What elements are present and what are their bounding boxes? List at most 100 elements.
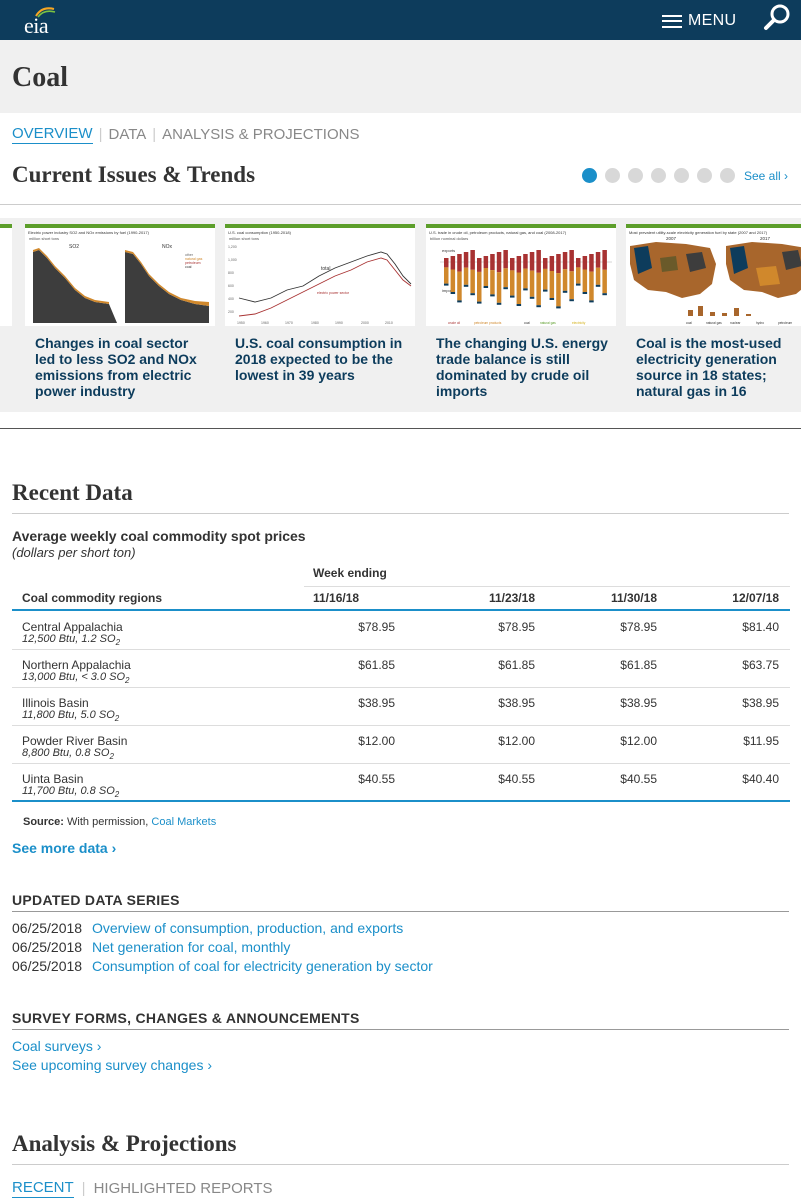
svg-text:electric power sector: electric power sector <box>317 291 350 295</box>
card-thumbnail: U.S. trade in crude oil, petroleum produ… <box>426 224 616 326</box>
card-thumbnail <box>0 224 12 326</box>
carousel-dot[interactable] <box>720 168 735 183</box>
card-caption[interactable]: The changing U.S. energy trade balance i… <box>436 335 608 399</box>
price-cell: $61.85 <box>358 658 395 672</box>
svg-text:1950: 1950 <box>237 321 245 325</box>
thumb-title: Most prevalent utility-scale electricity… <box>629 230 768 235</box>
thumb-title: Electric power industry SO2 and NOx emis… <box>28 230 149 235</box>
price-cell: $40.40 <box>742 772 779 786</box>
card-caption[interactable]: Coal is the most-used electricity genera… <box>636 335 782 399</box>
svg-text:petroleum products: petroleum products <box>474 321 502 325</box>
region-spec: 11,800 Btu, 5.0 SO2 <box>22 709 120 724</box>
surveys-title: SURVEY FORMS, CHANGES & ANNOUNCEMENTS <box>12 1010 360 1026</box>
source-label: Source: <box>23 816 64 828</box>
price-cell: $11.95 <box>743 734 779 748</box>
svg-text:1980: 1980 <box>311 321 319 325</box>
svg-text:2010: 2010 <box>385 321 393 325</box>
price-cell: $38.95 <box>620 696 657 710</box>
tab-highlighted-reports[interactable]: HIGHLIGHTED REPORTS <box>93 1180 273 1197</box>
region-spec: 11,700 Btu, 0.8 SO2 <box>22 785 120 800</box>
series-date: 06/25/2018 <box>12 939 83 955</box>
carousel-card-consumption[interactable]: U.S. coal consumption (1950-2018) millio… <box>225 224 415 404</box>
carousel-dot[interactable] <box>605 168 620 183</box>
card-caption[interactable]: Changes in coal sector led to less SO2 a… <box>35 335 197 399</box>
price-cell: $78.95 <box>620 620 657 634</box>
see-more-data-link[interactable]: See more data › <box>12 840 117 856</box>
card-thumbnail: U.S. coal consumption (1950-2018) millio… <box>225 224 415 326</box>
carousel-dot[interactable] <box>651 168 666 183</box>
analysis-title: Analysis & Projections <box>12 1131 237 1156</box>
updated-series-item: 06/25/2018 Overview of consumption, prod… <box>12 920 403 936</box>
section-nav: OVERVIEW | DATA | ANALYSIS & PROJECTIONS <box>12 125 359 144</box>
coal-markets-link[interactable]: Coal Markets <box>151 816 217 828</box>
see-all-link[interactable]: See all › <box>744 169 789 183</box>
carousel-card-trade[interactable]: U.S. trade in crude oil, petroleum produ… <box>426 224 616 404</box>
analysis-divider <box>12 1164 789 1165</box>
tab-analysis-projections[interactable]: ANALYSIS & PROJECTIONS <box>162 126 360 143</box>
table-title: Average weekly coal commodity spot price… <box>12 528 306 544</box>
analysis-tabs: RECENT | HIGHLIGHTED REPORTS <box>12 1179 273 1198</box>
table-row: Uinta Basin 11,700 Btu, 0.8 SO2 $40.55 $40.… <box>12 764 790 802</box>
svg-text:2007: 2007 <box>666 236 677 241</box>
menu-button[interactable]: MENU <box>662 11 736 31</box>
carousel-card-previous[interactable] <box>0 224 12 404</box>
table-row: Central Appalachia 12,500 Btu, 1.2 SO2 $78… <box>12 612 790 650</box>
carousel-dot[interactable] <box>674 168 689 183</box>
price-cell: $61.85 <box>498 658 535 672</box>
region-spec: 13,000 Btu, < 3.0 SO2 <box>22 671 130 686</box>
svg-text:2017: 2017 <box>760 236 771 241</box>
region-spec: 12,500 Btu, 1.2 SO2 <box>22 633 121 648</box>
series-date: 06/25/2018 <box>12 958 83 974</box>
carousel-dot[interactable] <box>628 168 643 183</box>
survey-changes-link[interactable]: See upcoming survey changes › <box>12 1057 212 1073</box>
hamburger-icon <box>662 14 682 28</box>
table-header-line <box>12 609 790 611</box>
recent-data-title: Recent Data <box>12 480 133 505</box>
tab-recent[interactable]: RECENT <box>12 1179 74 1198</box>
title-band: Coal <box>0 40 801 113</box>
svg-text:1960: 1960 <box>261 321 269 325</box>
price-cell: $38.95 <box>742 696 779 710</box>
svg-text:other: other <box>185 253 194 257</box>
region-spec: 8,800 Btu, 0.8 SO2 <box>22 747 114 762</box>
updated-series-item: 06/25/2018 Net generation for coal, mont… <box>12 939 290 955</box>
logo-swoosh-icon <box>35 7 56 18</box>
carousel-card-states[interactable]: Most prevalent utility-scale electricity… <box>626 224 801 404</box>
week-ending-label: Week ending <box>313 566 387 580</box>
coal-surveys-link[interactable]: Coal surveys › <box>12 1038 102 1054</box>
trends-title: Current Issues & Trends <box>12 162 256 187</box>
svg-text:600: 600 <box>228 284 234 288</box>
price-cell: $63.75 <box>742 658 779 672</box>
trends-divider <box>0 204 801 205</box>
week-column-header: 11/30/18 <box>610 591 657 605</box>
tab-data[interactable]: DATA <box>108 126 147 143</box>
price-cell: $12.00 <box>358 734 395 748</box>
card-caption[interactable]: U.S. coal consumption in 2018 expected t… <box>235 335 403 383</box>
series-link[interactable]: Overview of consumption, production, and… <box>91 920 404 936</box>
carousel-dot[interactable] <box>697 168 712 183</box>
thumb-title: U.S. coal consumption (1950-2018) <box>228 230 291 235</box>
series-link[interactable]: Net generation for coal, monthly <box>91 939 291 955</box>
carousel-card-emissions[interactable]: Electric power industry SO2 and NOx emis… <box>25 224 215 404</box>
series-link[interactable]: Consumption of coal for electricity gene… <box>91 958 433 974</box>
carousel-dots <box>582 168 743 183</box>
eia-logo[interactable]: eia <box>12 4 56 38</box>
price-cell: $78.95 <box>358 620 395 634</box>
tab-overview[interactable]: OVERVIEW <box>12 125 93 144</box>
price-cell: $81.40 <box>742 620 779 634</box>
surveys-divider <box>12 1029 789 1030</box>
carousel-dot[interactable] <box>582 168 597 183</box>
svg-text:billion nominal dollars: billion nominal dollars <box>430 236 468 241</box>
nav-separator: | <box>152 126 157 143</box>
svg-text:exports: exports <box>442 248 455 253</box>
section-divider <box>0 428 801 429</box>
region-name: Northern Appalachia <box>22 658 131 672</box>
svg-text:hydro: hydro <box>756 321 764 325</box>
table-row: Powder River Basin 8,800 Btu, 0.8 SO2 $12.… <box>12 726 790 764</box>
search-icon[interactable] <box>762 3 792 33</box>
week-column-header: 11/23/18 <box>488 591 535 605</box>
price-cell: $40.55 <box>620 772 657 786</box>
svg-text:800: 800 <box>228 271 234 275</box>
price-cell: $78.95 <box>498 620 535 634</box>
svg-text:nuclear: nuclear <box>730 321 741 325</box>
